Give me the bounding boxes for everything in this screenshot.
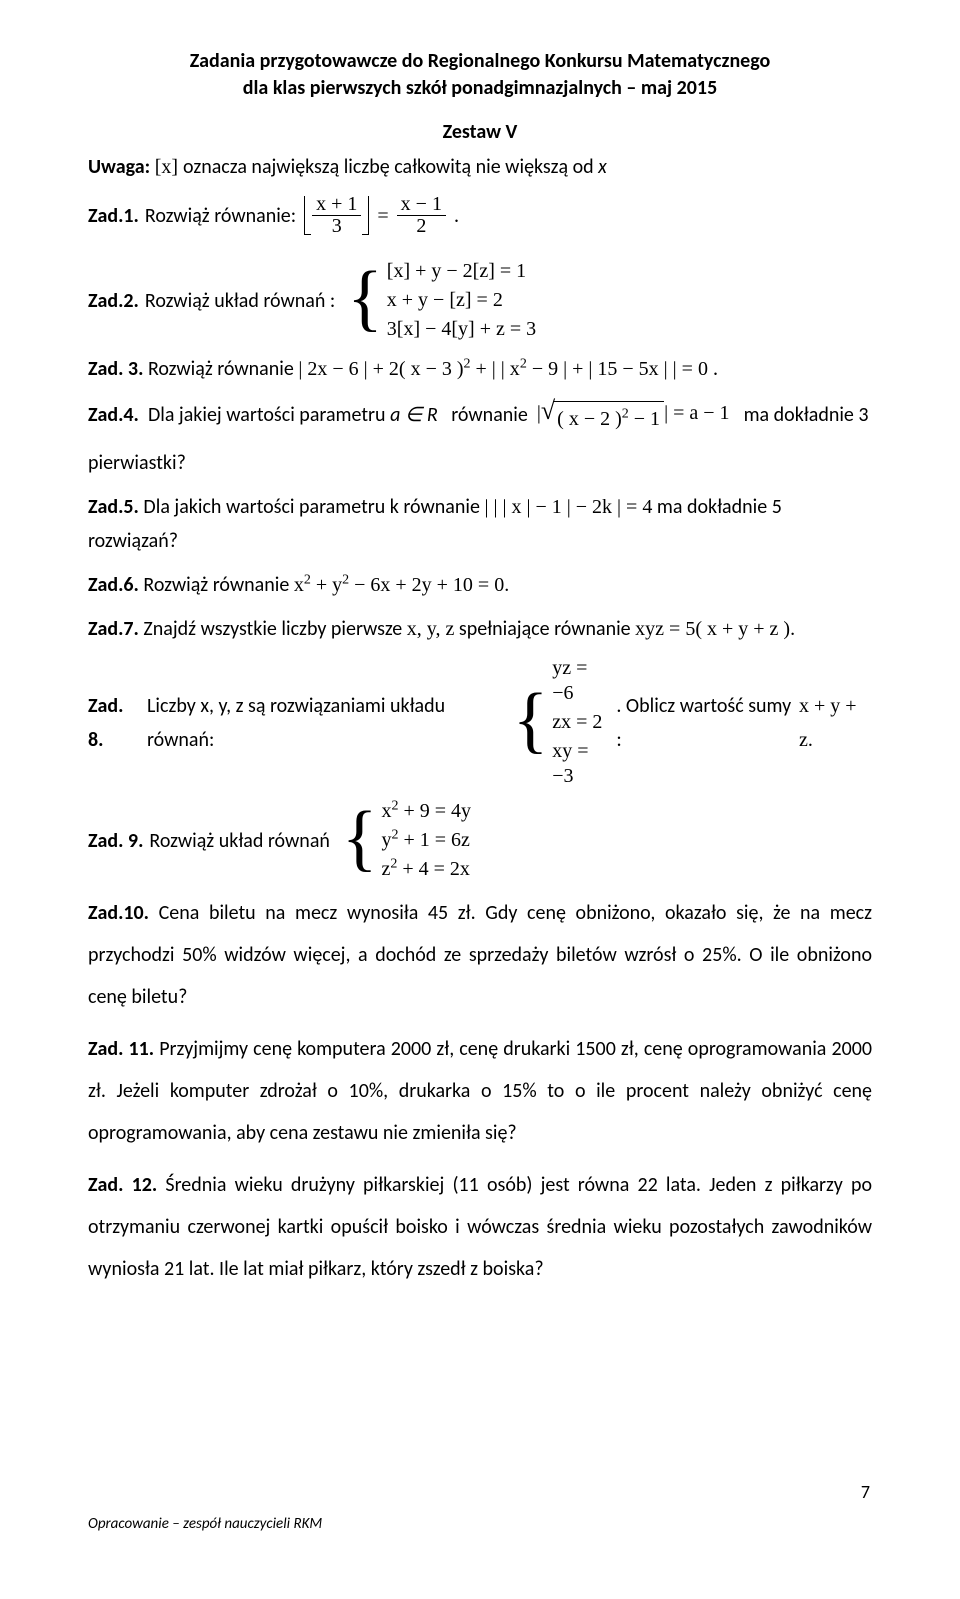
page-number: 7 [861,1481,870,1503]
t4-rhs: = a − 1 [668,402,729,424]
task-2: Zad.2. Rozwiąż układ równań : { [x] + y … [88,259,872,342]
t8-line-2: zx = 2 [552,710,610,735]
t3-sup2: 2 [520,356,527,371]
task-12-label: Zad. 12. [88,1173,157,1197]
t2-line-3: 3[x] − 4[y] + z = 3 [387,317,536,342]
t3-m2: + | | x [471,358,520,380]
task-7-text1: Znajdź wszystkie liczby pierwsze [143,617,402,641]
t7-math: xyz = 5( x + y + z ). [635,618,795,640]
t9-line-1: x2 + 9 = 4y [381,799,471,824]
task-3: Zad. 3. Rozwiąż równanie | 2x − 6 | + 2(… [88,352,872,386]
t6-sa: 2 [304,572,311,587]
t6-c: − 6x + 2y + 10 = 0. [349,574,509,596]
t2-line-2: x + y − [z] = 2 [387,288,536,313]
task-9-text: Rozwiąż układ równań [149,824,329,858]
floor-right-icon: ] [171,156,178,178]
t3-m3: − 9 | + | 15 − 5x | | = 0 [527,358,708,380]
page: Zadania przygotowawcze do Regionalnego K… [0,0,960,1599]
t2-line-1: [x] + y − 2[z] = 1 [387,259,536,284]
task-10-text: Cena biletu na mecz wynosiła 45 zł. Gdy … [88,901,872,1009]
task-8-label: Zad. 8. [88,689,141,757]
t4-rad-sup: 2 [622,406,629,421]
task-9: Zad. 9. Rozwiąż układ równań { x2 + 9 = … [88,799,872,882]
task-10: Zad.10. Cena biletu na mecz wynosiła 45 … [88,892,872,1018]
note-var: x [161,156,171,178]
t6-a: x [294,574,304,596]
task-7: Zad.7. Znajdź wszystkie liczby pierwsze … [88,612,872,646]
equation-system-9: { x2 + 9 = 4y y2 + 1 = 6z z2 + 4 = 2x [342,799,471,882]
task-8-text1: Liczby x, y, z są rozwiązaniami układu r… [147,689,501,757]
t1-frac2-den: 2 [397,215,446,237]
doc-header: Zadania przygotowawcze do Regionalnego K… [88,48,872,102]
task-10-label: Zad.10. [88,901,149,925]
task-8: Zad. 8. Liczby x, y, z są rozwiązaniami … [88,656,872,789]
task-11: Zad. 11. Przyjmijmy cenę komputera 2000 … [88,1028,872,1154]
t1-frac1-num: x + 1 [312,194,361,215]
task-5-label: Zad.5. [88,495,139,519]
t1-frac1-den: 3 [312,215,361,237]
task-12-text: Średnia wieku drużyny piłkarskiej (11 os… [88,1173,872,1281]
footer-credit: Opracowanie – zespół nauczycieli RKM [88,1515,322,1533]
task-4-label: Zad.4. [88,403,139,427]
task-4-param: a ∈ R [390,403,438,427]
task-1-label: Zad.1. [88,199,139,233]
left-brace-icon: { [513,687,549,754]
t1-dot: . [454,199,459,233]
task-4-tail: pierwiastki? [88,446,872,480]
equation-system: { [x] + y − 2[z] = 1 x + y − [z] = 2 3[x… [347,259,536,342]
header-line-2: dla klas pierwszych szkół ponadgimnazjal… [88,75,872,102]
t9-line-3: z2 + 4 = 2x [381,857,471,882]
floor-brackets-icon: x + 1 3 [302,194,371,237]
task-4-text2: równanie [451,403,528,427]
task-11-label: Zad. 11. [88,1037,154,1061]
left-brace-icon: { [342,805,378,872]
t8-rhs: x + y + z. [799,689,872,757]
set-title: Zestaw V [88,120,872,144]
left-brace-icon: { [347,265,383,332]
t6-b: + y [311,574,342,596]
task-4-text1: Dla jakiej wartości parametru [148,403,386,427]
task-4-text3: ma dokładnie 3 [744,403,869,427]
task-6: Zad.6. Rozwiąż równanie x2 + y2 − 6x + 2… [88,568,872,602]
note-line: Uwaga: [x] oznacza największą liczbę cał… [88,150,872,184]
t4-rad-b: − 1 [629,408,660,430]
t3-dot: . [713,357,718,381]
t1-frac2-num: x − 1 [397,194,446,215]
task-5: Zad.5. Dla jakich wartości parametru k r… [88,490,872,558]
t5-math: | | | x | − 1 | − 2k | = 4 [484,496,652,518]
equation-system-8: { yz = −6 zx = 2 xy = −3 [513,656,611,789]
t1-eq: = [377,199,388,233]
task-11-text: Przyjmijmy cenę komputera 2000 zł, cenę … [88,1037,872,1145]
task-3-label: Zad. 3. [88,357,143,381]
task-7-label: Zad.7. [88,617,139,641]
note-prefix: Uwaga: [88,155,150,179]
task-1-text: Rozwiąż równanie: [145,199,296,233]
task-7-text2: spełniające równanie [459,617,631,641]
task-8-text2: . Oblicz wartość sumy : [616,689,793,757]
header-line-1: Zadania przygotowawcze do Regionalnego K… [88,48,872,75]
t7-vars: x, y, z [407,618,455,640]
task-2-label: Zad.2. [88,284,139,318]
t9-line-2: y2 + 1 = 6z [381,828,471,853]
task-12: Zad. 12. Średnia wieku drużyny piłkarski… [88,1164,872,1290]
task-1: Zad.1. Rozwiąż równanie: x + 1 3 = x − 1… [88,194,872,237]
task-3-text: Rozwiąż równanie [148,357,294,381]
task-9-label: Zad. 9. [88,824,143,858]
t8-line-3: xy = −3 [552,739,610,789]
task-4: Zad.4. Dla jakiej wartości parametru a ∈… [88,396,872,436]
task-2-text: Rozwiąż układ równań : [145,284,335,318]
note-tail-var: x [598,155,607,179]
task-5-text1: Dla jakich wartości parametru k równanie [143,495,480,519]
task-6-label: Zad.6. [88,573,139,597]
t8-line-1: yz = −6 [552,656,610,706]
t3-m1: | 2x − 6 | + 2( x − 3 ) [298,358,463,380]
t3-sup1: 2 [464,356,471,371]
note-text: oznacza największą liczbę całkowitą nie … [183,155,594,179]
task-6-text: Rozwiąż równanie [143,573,289,597]
t4-rad-a: ( x − 2 ) [557,408,622,430]
